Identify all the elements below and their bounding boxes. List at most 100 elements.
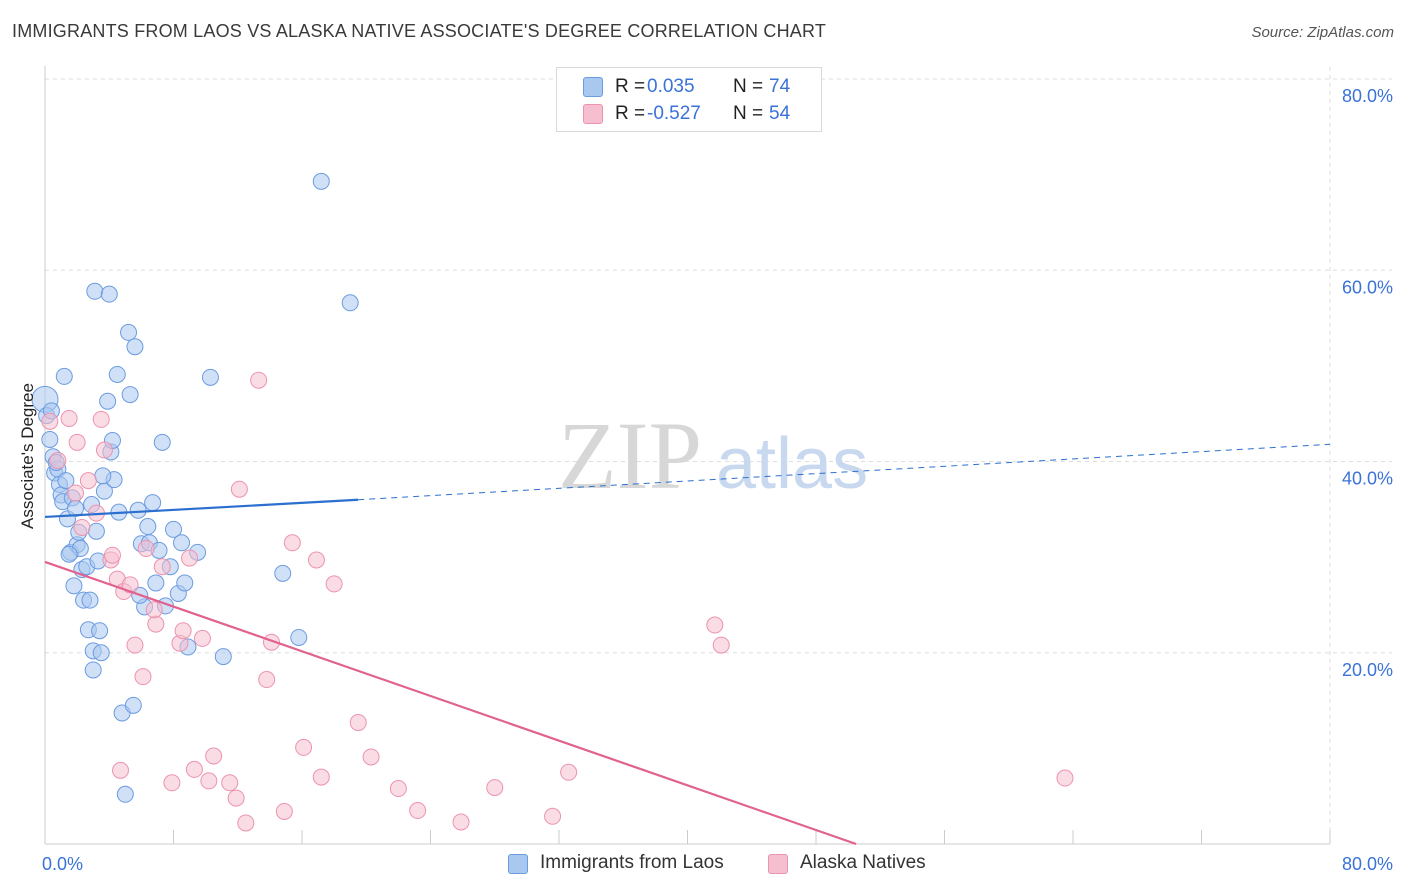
alaska-point bbox=[153, 558, 171, 576]
laos-point bbox=[60, 545, 78, 563]
y-tick-label: 40.0% bbox=[1342, 469, 1393, 489]
legend-n-value: 74 bbox=[769, 76, 791, 97]
alaska-point bbox=[307, 551, 325, 569]
bottom-legend-label: Immigrants from Laos bbox=[540, 852, 724, 873]
y-tick-label: 20.0% bbox=[1342, 660, 1393, 680]
chart-title: IMMIGRANTS FROM LAOS VS ALASKA NATIVE AS… bbox=[12, 21, 827, 41]
laos-point bbox=[87, 522, 105, 540]
alaska-point bbox=[221, 774, 239, 792]
y-tick-label: 60.0% bbox=[1342, 277, 1393, 297]
alaska-point bbox=[237, 814, 255, 832]
alaska-point bbox=[145, 601, 163, 619]
laos-point bbox=[41, 431, 59, 449]
stats-legend: R = 0.035 N = 74 R = -0.527 N = 54 bbox=[556, 67, 822, 132]
legend-r-label: R = bbox=[615, 103, 646, 124]
alaska-point bbox=[137, 540, 155, 558]
alaska-point bbox=[706, 616, 724, 634]
alaska-point bbox=[1056, 769, 1074, 787]
alaska-point bbox=[163, 774, 181, 792]
alaska-point bbox=[121, 576, 139, 594]
alaska-point bbox=[258, 671, 276, 689]
legend-swatch-blue bbox=[583, 77, 603, 97]
source-label: Source: ZipAtlas.com bbox=[1251, 24, 1394, 41]
alaska-point bbox=[283, 534, 301, 552]
laos-point bbox=[129, 501, 147, 519]
data-points bbox=[31, 172, 1074, 832]
laos-point bbox=[65, 577, 83, 595]
alaska-point bbox=[185, 760, 203, 778]
laos-point bbox=[144, 494, 162, 512]
alaska-point bbox=[193, 629, 211, 647]
laos-point bbox=[55, 367, 73, 385]
alaska-point bbox=[712, 636, 730, 654]
laos-point bbox=[274, 564, 292, 582]
alaska-point bbox=[79, 472, 97, 490]
tick-labels: 20.0% 40.0% 60.0% 80.0% 0.0% 80.0% bbox=[42, 86, 1393, 874]
legend-swatch-pink bbox=[583, 104, 603, 124]
alaska-point bbox=[275, 802, 293, 820]
bottom-legend-swatch-pink bbox=[768, 854, 788, 874]
laos-point bbox=[165, 520, 182, 538]
alaska-point bbox=[349, 714, 367, 732]
laos-point bbox=[341, 294, 359, 312]
alaska-point bbox=[174, 622, 192, 640]
alaska-point bbox=[295, 738, 313, 756]
alaska-point bbox=[230, 480, 248, 498]
alaska-point bbox=[486, 779, 504, 797]
laos-trend-line bbox=[44, 498, 359, 519]
alaska-point bbox=[200, 772, 218, 790]
legend-r-label: R = bbox=[615, 76, 646, 97]
alaska-point bbox=[227, 789, 245, 807]
x-tick-label: 0.0% bbox=[42, 854, 83, 874]
alaska-point bbox=[250, 371, 268, 389]
laos-point bbox=[108, 365, 126, 383]
alaska-point bbox=[544, 807, 562, 825]
watermark-atlas: atlas bbox=[716, 424, 868, 504]
alaska-point bbox=[126, 636, 144, 654]
alaska-point bbox=[325, 575, 343, 593]
alaska-point bbox=[49, 452, 67, 470]
alaska-point bbox=[409, 802, 427, 820]
laos-point bbox=[116, 785, 134, 803]
laos-point bbox=[86, 282, 104, 300]
laos-point bbox=[124, 696, 142, 714]
alaska-point bbox=[68, 433, 86, 451]
laos-point bbox=[173, 534, 191, 552]
y-axis-label: Associate's Degree bbox=[18, 383, 37, 529]
alaska-trend-line bbox=[44, 560, 857, 846]
laos-point bbox=[94, 467, 112, 485]
laos-point bbox=[84, 661, 102, 679]
laos-trend-line-extension bbox=[358, 443, 1331, 501]
legend-r-value: 0.035 bbox=[647, 76, 695, 97]
alaska-point bbox=[73, 518, 91, 536]
laos-point bbox=[147, 574, 165, 592]
laos-point bbox=[57, 472, 75, 490]
laos-point bbox=[121, 386, 139, 404]
bottom-legend-label: Alaska Natives bbox=[800, 852, 926, 873]
alaska-point bbox=[560, 763, 578, 781]
watermark-zip: ZIP bbox=[558, 402, 702, 509]
laos-point bbox=[120, 323, 138, 341]
alaska-point bbox=[95, 441, 113, 459]
alaska-point bbox=[67, 484, 85, 502]
laos-point bbox=[290, 628, 308, 646]
laos-point bbox=[91, 622, 109, 640]
alaska-point bbox=[312, 768, 330, 786]
laos-point bbox=[201, 368, 219, 386]
trend-lines bbox=[44, 443, 1331, 846]
laos-point bbox=[139, 518, 157, 536]
y-tick-label: 80.0% bbox=[1342, 86, 1393, 106]
alaska-point bbox=[389, 780, 407, 798]
legend-n-label: N = bbox=[733, 76, 764, 97]
laos-point bbox=[214, 648, 232, 666]
laos-point bbox=[92, 644, 110, 662]
alaska-point bbox=[60, 409, 78, 427]
laos-point bbox=[153, 433, 171, 451]
alaska-point bbox=[111, 761, 129, 779]
alaska-point bbox=[103, 546, 121, 564]
legend-n-label: N = bbox=[733, 103, 764, 124]
alaska-point bbox=[41, 412, 59, 430]
alaska-point bbox=[134, 668, 152, 686]
x-tick-label: 80.0% bbox=[1342, 854, 1393, 874]
alaska-point bbox=[362, 748, 380, 766]
